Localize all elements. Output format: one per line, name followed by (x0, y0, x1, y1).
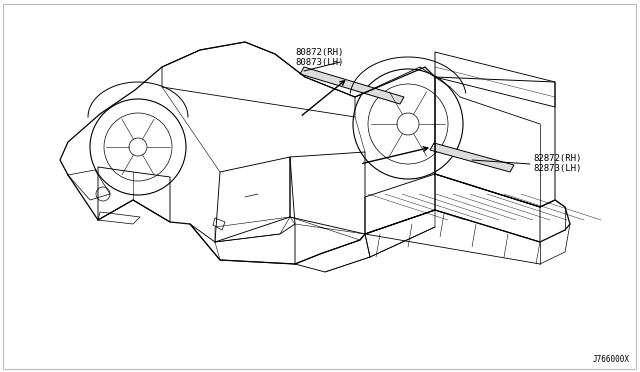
Polygon shape (300, 67, 404, 104)
Text: J766000X: J766000X (593, 355, 630, 364)
Text: 82873(LH): 82873(LH) (533, 164, 581, 173)
Text: 80872(RH): 80872(RH) (295, 48, 344, 57)
Polygon shape (430, 143, 514, 172)
Text: 80873(LH): 80873(LH) (295, 58, 344, 67)
Text: 82872(RH): 82872(RH) (533, 154, 581, 164)
